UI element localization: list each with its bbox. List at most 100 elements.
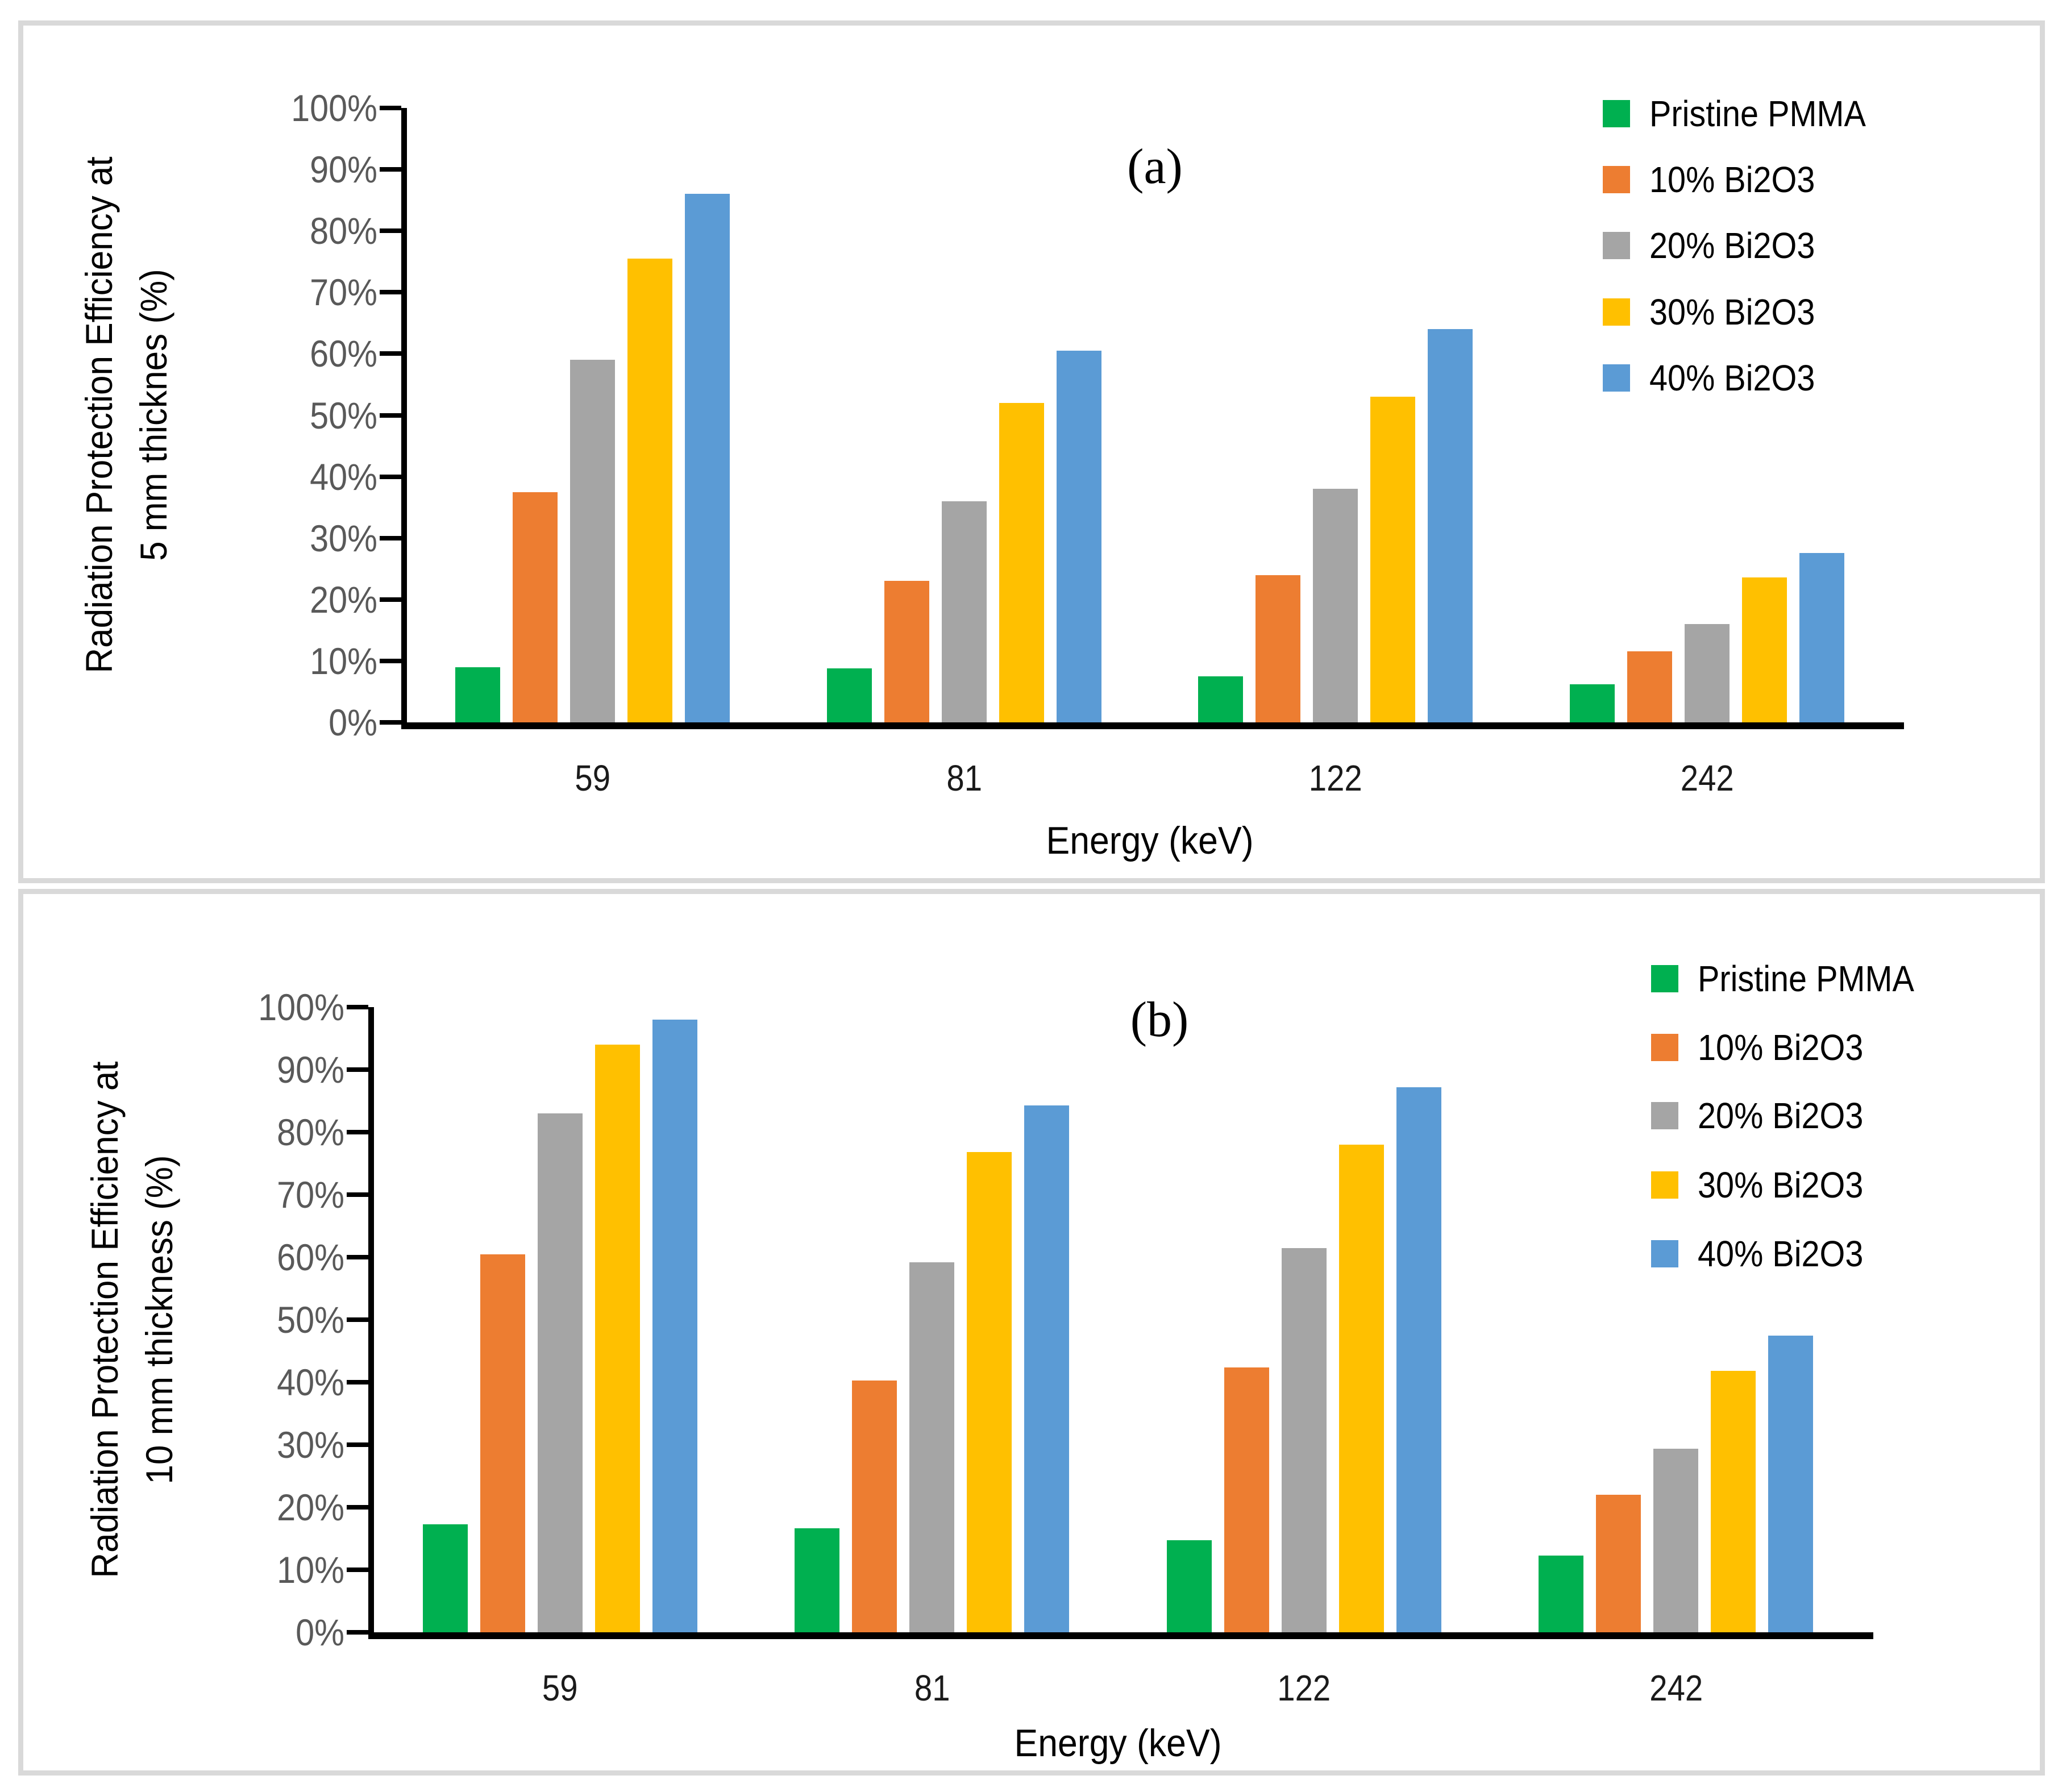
bar-10-bi2o3-59keV [513, 492, 558, 722]
y-tick-label-10: 10% [310, 639, 377, 682]
y-tick-label-20: 20% [277, 1486, 344, 1528]
y-tick-60 [380, 351, 401, 356]
bar-30-bi2o3-242keV [1711, 1371, 1756, 1632]
y-tick-80 [380, 228, 401, 234]
y-axis-title-line2: 5 mm thicknes (%) [132, 269, 174, 561]
y-tick-label-10: 10% [277, 1549, 344, 1591]
x-category-label-122: 122 [1308, 758, 1362, 799]
legend-label: Pristine PMMA [1698, 958, 1914, 999]
bar-group-81keV [746, 1007, 1119, 1632]
y-tick-0 [380, 720, 401, 725]
y-axis-line [368, 1007, 374, 1639]
bar-10-bi2o3-242keV [1596, 1495, 1641, 1632]
y-tick-label-60: 60% [310, 332, 377, 375]
y-axis-title: Radiation Protection Efficiency at 5 mm … [72, 14, 181, 816]
panel-label: (b) [1130, 992, 1189, 1047]
y-tick-label-50: 50% [310, 394, 377, 436]
legend-item-pristine-pmma: Pristine PMMA [1651, 955, 1938, 1003]
x-category-label-59: 59 [542, 1668, 578, 1708]
bar-40-bi2o3-59keV [685, 194, 730, 722]
bar-40-bi2o3-122keV [1396, 1087, 1441, 1632]
bar-10-bi2o3-59keV [480, 1254, 525, 1632]
bar-30-bi2o3-81keV [967, 1152, 1012, 1632]
bar-group-122keV [1118, 1007, 1490, 1632]
bar-pristine-pmma-81keV [795, 1528, 840, 1632]
y-axis-title-line2: 10 mm thickness (%) [138, 1155, 180, 1485]
bar-40-bi2o3-81keV [1056, 351, 1101, 722]
bar-10-bi2o3-242keV [1627, 651, 1672, 722]
bar-10-bi2o3-122keV [1224, 1367, 1269, 1632]
legend-swatch-icon [1651, 965, 1678, 992]
y-tick-label-0: 0% [296, 1611, 344, 1653]
bar-20-bi2o3-59keV [537, 1113, 583, 1632]
y-axis-title: Radiation Protection Efficiency at 10 mm… [77, 919, 186, 1720]
y-tick-40 [380, 474, 401, 479]
y-axis-title-line1: Radiation Protection Efficiency at [78, 156, 120, 673]
x-category-label-122: 122 [1277, 1668, 1331, 1708]
x-axis-title: Energy (keV) [1046, 819, 1254, 862]
x-category-label-81: 81 [914, 1668, 950, 1708]
y-tick-label-50: 50% [277, 1299, 344, 1341]
bar-40-bi2o3-242keV [1768, 1335, 1814, 1632]
bar-10-bi2o3-122keV [1256, 575, 1301, 722]
y-tick-0 [347, 1630, 368, 1635]
panel-a: Radiation Protection Efficiency at 5 mm … [18, 20, 2045, 883]
y-axis-line [401, 108, 407, 729]
bar-40-bi2o3-122keV [1428, 329, 1473, 722]
bar-10-bi2o3-81keV [852, 1380, 897, 1632]
bar-40-bi2o3-81keV [1024, 1105, 1070, 1632]
bar-pristine-pmma-242keV [1569, 684, 1615, 722]
y-tick-label-70: 70% [277, 1174, 344, 1216]
y-tick-label-30: 30% [310, 517, 377, 559]
bar-30-bi2o3-81keV [999, 402, 1044, 722]
y-tick-100 [380, 106, 401, 110]
bar-30-bi2o3-59keV [627, 258, 673, 722]
y-tick-label-40: 40% [310, 455, 377, 498]
y-tick-label-0: 0% [329, 701, 377, 743]
y-tick-80 [347, 1130, 368, 1134]
y-tick-70 [380, 290, 401, 295]
bar-group-81keV [779, 108, 1150, 722]
bar-30-bi2o3-122keV [1338, 1145, 1384, 1632]
bar-pristine-pmma-122keV [1198, 676, 1244, 722]
bar-30-bi2o3-242keV [1741, 577, 1787, 722]
bar-group-59keV [407, 108, 779, 722]
y-axis-title-line1: Radiation Protection Efficiency at [84, 1061, 126, 1578]
bar-40-bi2o3-242keV [1799, 552, 1844, 722]
x-category-label-81: 81 [946, 758, 982, 799]
bar-30-bi2o3-59keV [595, 1045, 640, 1632]
bar-20-bi2o3-122keV [1281, 1248, 1327, 1632]
y-tick-20 [347, 1505, 368, 1510]
bar-group-59keV [374, 1007, 746, 1632]
bar-pristine-pmma-81keV [826, 668, 872, 722]
plot-area: 0% 10% 20% 30% 40% 50% 60% 70% 80% 90% 100% 59 81 122… [258, 987, 1873, 1708]
bar-pristine-pmma-59keV [422, 1524, 468, 1632]
bar-40-bi2o3-59keV [652, 1020, 697, 1632]
panel-b: Radiation Protection Efficiency at 10 mm… [18, 889, 2045, 1776]
bar-20-bi2o3-59keV [570, 360, 616, 722]
y-tick-20 [380, 597, 401, 602]
y-tick-label-60: 60% [277, 1236, 344, 1278]
y-tick-100 [347, 1005, 368, 1009]
y-tick-label-80: 80% [310, 210, 377, 252]
bar-pristine-pmma-59keV [455, 667, 501, 722]
y-tick-label-90: 90% [277, 1049, 344, 1091]
bar-20-bi2o3-242keV [1684, 624, 1730, 722]
y-tick-90 [380, 167, 401, 172]
bar-30-bi2o3-122keV [1370, 397, 1416, 722]
bar-20-bi2o3-81keV [941, 501, 987, 722]
y-tick-70 [347, 1192, 368, 1197]
bar-pristine-pmma-122keV [1166, 1540, 1212, 1632]
y-tick-label-30: 30% [277, 1424, 344, 1466]
x-category-label-59: 59 [575, 758, 611, 799]
bar-group-242keV [1490, 1007, 1863, 1632]
y-tick-50 [347, 1317, 368, 1322]
plot-area: 0% 10% 20% 30% 40% 50% 60% 70% 80% 90% 100% 59 81 122… [291, 88, 1904, 799]
y-tick-10 [380, 658, 401, 663]
x-category-label-242: 242 [1649, 1668, 1703, 1708]
bar-20-bi2o3-81keV [909, 1262, 955, 1632]
bar-group-242keV [1521, 108, 1893, 722]
y-tick-30 [347, 1442, 368, 1447]
bar-20-bi2o3-242keV [1653, 1448, 1699, 1632]
